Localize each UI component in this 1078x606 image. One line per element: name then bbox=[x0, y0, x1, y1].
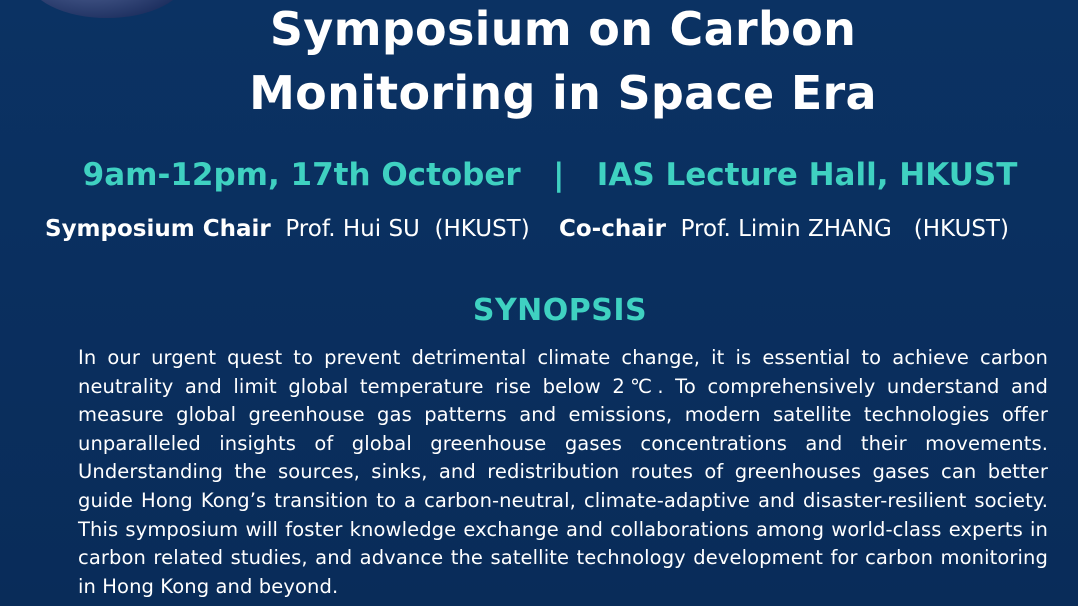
event-details: 9am-12pm, 17th October | IAS Lecture Hal… bbox=[0, 160, 1078, 191]
event-time: 9am-12pm, 17th October bbox=[82, 157, 521, 193]
chairs-line: Symposium Chair Prof. Hui SU (HKUST) Co-… bbox=[45, 218, 1009, 241]
event-venue: IAS Lecture Hall, HKUST bbox=[596, 157, 1018, 193]
title-line-1: Symposium on Carbon bbox=[269, 2, 857, 56]
cochair-affiliation: (HKUST) bbox=[913, 216, 1009, 242]
chair-affiliation: (HKUST) bbox=[434, 216, 530, 242]
event-separator: | bbox=[553, 157, 565, 193]
synopsis-body: In our urgent quest to prevent detriment… bbox=[78, 346, 1048, 598]
cochair-name: Prof. Limin ZHANG bbox=[680, 216, 892, 242]
chair-name: Prof. Hui SU bbox=[285, 216, 420, 242]
chair-role: Symposium Chair bbox=[45, 216, 271, 242]
cochair-role: Co-chair bbox=[558, 216, 666, 242]
synopsis-heading: SYNOPSIS bbox=[472, 293, 648, 328]
title-line-2: Monitoring in Space Era bbox=[249, 66, 877, 120]
